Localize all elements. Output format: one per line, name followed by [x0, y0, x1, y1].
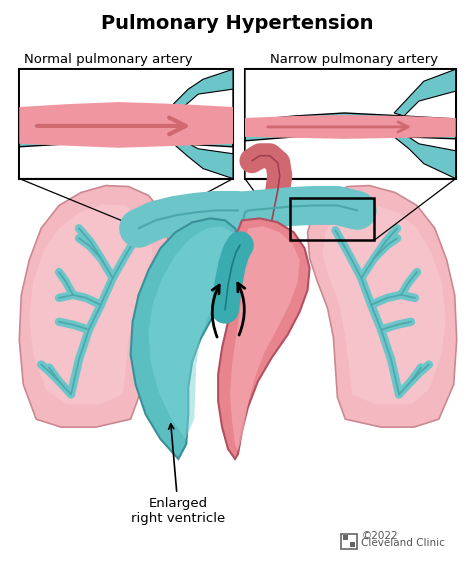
Text: Cleveland Clinic: Cleveland Clinic	[361, 539, 445, 549]
Polygon shape	[245, 134, 456, 178]
Polygon shape	[173, 69, 233, 107]
Polygon shape	[230, 226, 300, 451]
Polygon shape	[29, 204, 153, 404]
Polygon shape	[19, 141, 233, 178]
Bar	[350, 542, 356, 548]
Text: ©2022: ©2022	[361, 531, 398, 541]
Bar	[290, 199, 374, 240]
Polygon shape	[218, 218, 310, 459]
Polygon shape	[173, 141, 233, 178]
Polygon shape	[308, 186, 457, 427]
Text: Normal pulmonary artery: Normal pulmonary artery	[25, 53, 193, 66]
Polygon shape	[131, 218, 240, 459]
Polygon shape	[394, 69, 456, 116]
Polygon shape	[19, 186, 168, 427]
Polygon shape	[19, 69, 233, 114]
Text: Enlarged
right ventricle: Enlarged right ventricle	[131, 424, 226, 525]
Text: Pulmonary Hypertension: Pulmonary Hypertension	[101, 14, 373, 33]
Polygon shape	[245, 69, 456, 121]
Polygon shape	[394, 134, 456, 178]
Bar	[19, 69, 233, 178]
Polygon shape	[245, 115, 456, 139]
Text: Narrow pulmonary artery: Narrow pulmonary artery	[270, 53, 438, 66]
Bar	[343, 536, 348, 540]
Bar	[245, 69, 456, 178]
Polygon shape	[322, 204, 446, 404]
Polygon shape	[19, 102, 233, 148]
Bar	[341, 534, 357, 549]
Polygon shape	[148, 226, 236, 439]
